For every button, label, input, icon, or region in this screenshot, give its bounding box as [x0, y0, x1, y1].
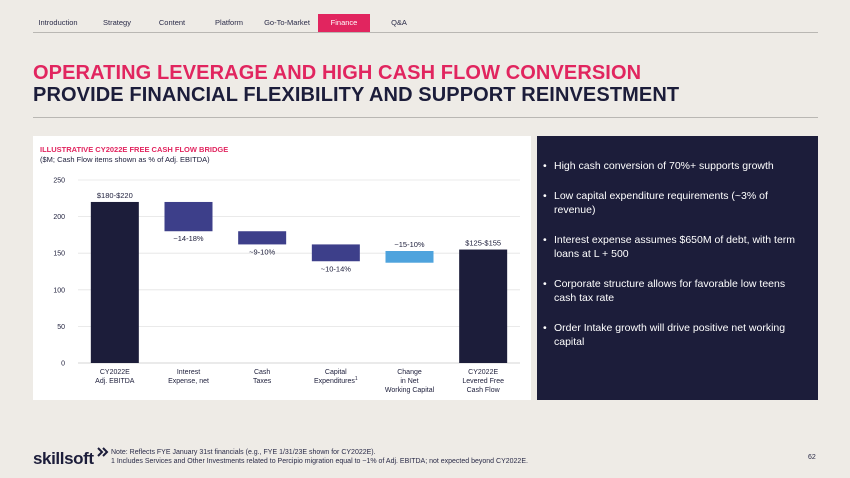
page-title-line1: OPERATING LEVERAGE AND HIGH CASH FLOW CO…: [33, 62, 642, 84]
data-label: ~14-18%: [173, 234, 204, 243]
data-label: $125-$155: [465, 239, 501, 248]
footnote: Note: Reflects FYE January 31st financia…: [111, 448, 528, 466]
x-tick-label: Expenditures1: [314, 376, 358, 385]
chevron-logo-icon: [97, 447, 109, 457]
bullet-item: • High cash conversion of 70%+ supports g…: [543, 159, 808, 173]
y-tick-label: 250: [53, 178, 65, 185]
nav-finance[interactable]: Finance: [318, 14, 370, 32]
footnote-marker: 1: [355, 376, 358, 382]
x-tick-label: Working Capital: [385, 387, 435, 394]
skillsoft-logo: skillsoft: [33, 444, 109, 468]
bullet-dot-icon: •: [543, 322, 547, 334]
nav-content[interactable]: Content: [158, 18, 186, 27]
title-divider: [33, 117, 818, 118]
x-tick-label: Cash Flow: [467, 387, 501, 394]
y-tick-label: 150: [53, 251, 65, 258]
highlights-panel: • High cash conversion of 70%+ supports g…: [537, 136, 818, 400]
x-tick-label: in Net: [400, 378, 418, 385]
bullet-item: • Interest expense assumes $650M of debt,…: [543, 233, 808, 261]
bar: [459, 249, 508, 363]
bullet-dot-icon: •: [543, 190, 547, 202]
x-tick-label: Levered Free: [462, 378, 504, 385]
bar: [238, 231, 287, 245]
x-tick-label: Expense, net: [168, 378, 209, 385]
y-tick-label: 100: [53, 287, 65, 294]
data-label: ~10-14%: [321, 264, 352, 273]
bullet-text: Low capital expenditure requirements (~3…: [554, 190, 768, 216]
bullet-text: Corporate structure allows for favorable…: [554, 278, 786, 304]
bar: [385, 251, 434, 263]
data-label: ~15-10%: [394, 240, 425, 249]
footnote-line1: Note: Reflects FYE January 31st financia…: [111, 449, 376, 456]
nav-qa[interactable]: Q&A: [391, 18, 407, 27]
top-nav: Introduction Strategy Content Platform G…: [0, 0, 850, 32]
nav-introduction[interactable]: Introduction: [38, 18, 78, 27]
bullet-item: • Order Intake growth will drive positive…: [543, 321, 808, 349]
bullet-text: Order Intake growth will drive positive …: [554, 322, 786, 348]
bar: [90, 201, 139, 363]
waterfall-chart: 0 50 100 150 200 250 $180-$220 CY2022E Adj. EBIT…: [53, 178, 520, 394]
bullet-dot-icon: •: [543, 160, 547, 172]
nav-strategy[interactable]: Strategy: [103, 18, 131, 27]
nav-go-to-market[interactable]: Go-To-Market: [264, 18, 310, 27]
page-title-line2: PROVIDE FINANCIAL FLEXIBILITY AND SUPPOR…: [33, 84, 680, 106]
data-label: ~9-10%: [249, 247, 275, 256]
chart-subtitle: ($M; Cash Flow items shown as % of Adj. …: [40, 155, 210, 164]
y-tick-label: 50: [57, 324, 65, 331]
bullet-text: High cash conversion of 70%+ supports gr…: [554, 160, 774, 172]
x-tick-label: CY2022E: [468, 369, 498, 376]
y-tick-label: 0: [61, 361, 65, 368]
bar: [164, 201, 213, 232]
x-tick-label: Adj. EBITDA: [95, 378, 135, 385]
x-tick-label: Capital: [325, 369, 347, 376]
x-tick-label: Interest: [177, 369, 200, 376]
footnote-line2: 1 Includes Services and Other Investment…: [111, 458, 528, 465]
nav-divider: [33, 32, 818, 33]
chart-title: ILLUSTRATIVE CY2022E FREE CASH FLOW BRID…: [40, 145, 229, 154]
bullet-dot-icon: •: [543, 278, 547, 290]
bullet-text: Interest expense assumes $650M of debt, …: [554, 234, 796, 260]
nav-platform[interactable]: Platform: [215, 18, 243, 27]
page-number: 62: [808, 454, 816, 461]
x-tick-label: Cash: [254, 369, 270, 376]
data-label: $180-$220: [97, 191, 133, 200]
bar: [311, 244, 360, 262]
x-tick-label: CY2022E: [100, 369, 130, 376]
bullet-dot-icon: •: [543, 234, 547, 246]
y-tick-label: 200: [53, 214, 65, 221]
x-tick-label: Change: [397, 369, 422, 376]
logo-wordmark: skillsoft: [33, 449, 94, 468]
x-tick-label: Taxes: [253, 378, 272, 385]
bullet-item: • Corporate structure allows for favorabl…: [543, 277, 808, 305]
bullet-item: • Low capital expenditure requirements (~…: [543, 189, 808, 217]
